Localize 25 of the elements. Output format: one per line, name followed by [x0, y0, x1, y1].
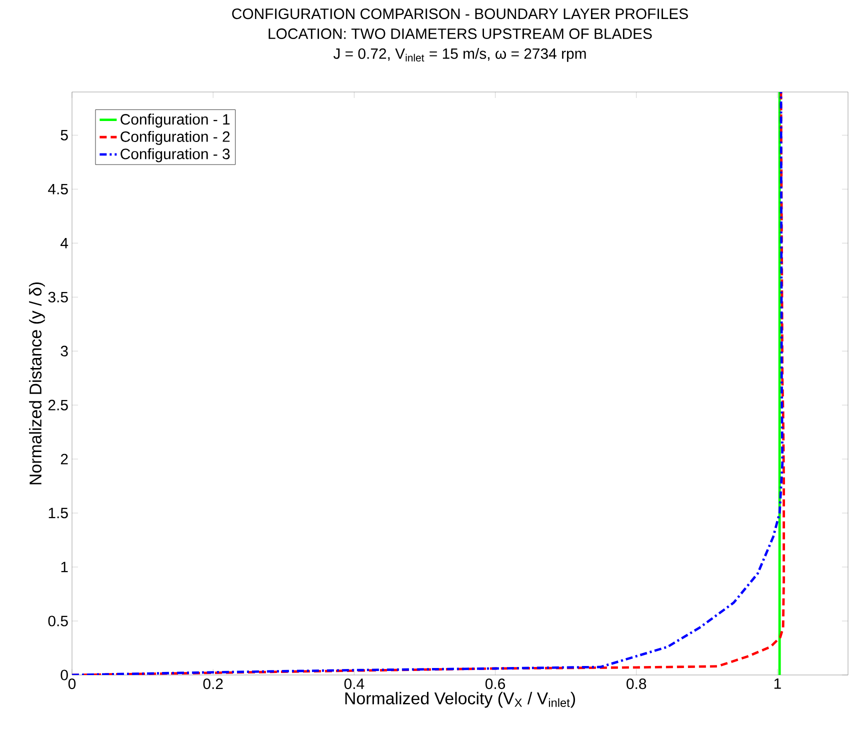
y-axis-title: Normalized Distance (y / δ): [29, 282, 45, 484]
y-tick-label: 4: [60, 238, 68, 248]
legend-label: Configuration - 3: [120, 148, 230, 162]
x-tick-label: 0.2: [203, 678, 223, 690]
y-tick-label: 3.5: [48, 292, 68, 302]
text: J = 0.72, V$_{inlet}$ = 15 m/s, ω = 2734 rpm: [333, 48, 586, 62]
x-tick-label: 1: [774, 678, 781, 689]
x-tick-label: 0.6: [485, 678, 506, 690]
x-tick-label: 0: [68, 678, 76, 690]
y-tick-label: 0: [60, 670, 68, 680]
legend-label: Configuration - 1: [120, 114, 230, 128]
y-tick-label: 5: [60, 130, 68, 140]
y-tick-label: 1: [61, 562, 68, 572]
x-tick-label: 0.8: [626, 678, 646, 690]
x-axis-title: Normalized Velocity (V$_{X}$ / V$_{inlet}$): [345, 692, 575, 708]
y-tick-label: 4.5: [48, 184, 68, 194]
chart-title: CONFIGURATION COMPARISON - BOUNDARY LAYER PROFILES: [232, 8, 688, 20]
y-tick-label: 1.5: [48, 508, 68, 518]
legend-label: Configuration - 2: [120, 130, 230, 145]
x-tick-label: 0.4: [344, 678, 364, 690]
y-tick-label: 3: [60, 346, 68, 356]
y-tick-label: 2: [60, 454, 68, 464]
chart-subtitle: LOCATION: TWO DIAMETERS UPSTREAM OF BLADES: [268, 28, 652, 40]
y-tick-label: 2.5: [48, 400, 68, 410]
y-tick-label: 0.5: [48, 616, 68, 626]
